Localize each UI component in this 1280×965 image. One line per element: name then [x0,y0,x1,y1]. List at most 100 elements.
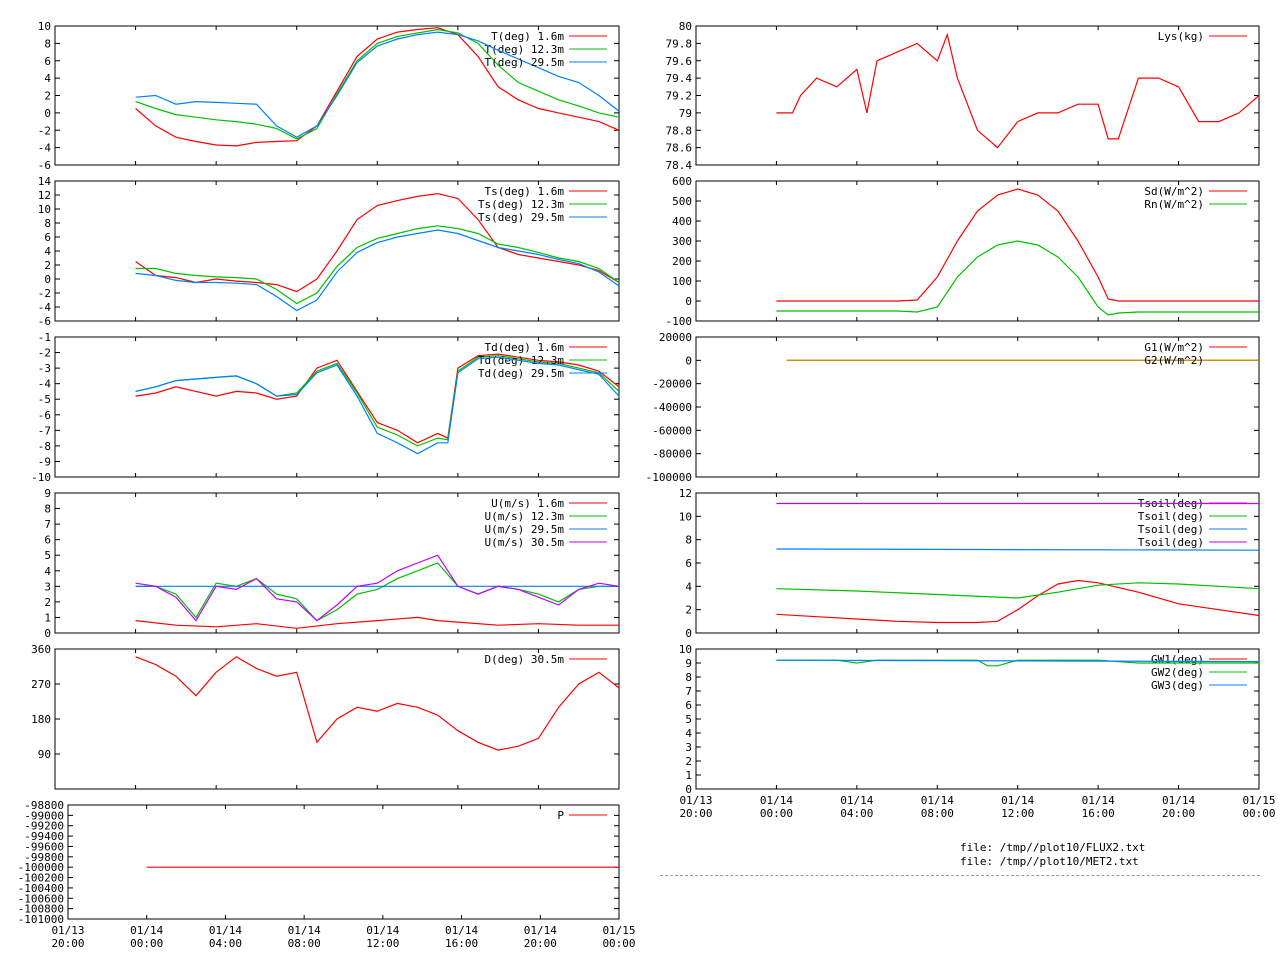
legend-label: U(m/s) 29.5m [485,523,565,536]
y-tick-label: 4 [44,565,51,578]
x-tick-label-time: 20:00 [51,937,84,950]
y-tick-label: 4 [44,72,51,85]
y-tick-label: -10 [31,471,51,484]
x-tick-label-time: 20:00 [1162,807,1195,820]
y-tick-label: 7 [44,518,51,531]
y-tick-label: 9 [685,657,692,670]
legend-label: GW3(deg) [1151,679,1204,692]
x-tick-label-date: 01/14 [366,924,399,937]
y-tick-label: -2 [38,287,51,300]
y-tick-label: 3 [685,741,692,754]
legend-label: U(m/s) 1.6m [491,497,564,510]
y-tick-label: 6 [685,557,692,570]
chart-pressure: -101000-100800-100600-100400-100200-1000… [18,799,636,950]
y-tick-label: 78.8 [666,124,693,137]
y-tick-label: -99800 [24,851,64,864]
x-tick-label-date: 01/15 [1242,794,1275,807]
series-line [135,356,620,455]
legend-label: Tsoil(deg) [1138,523,1204,536]
chart-soil-temp: 121086420Tsoil(deg)Tsoil(deg)Tsoil(deg)T… [679,487,1260,640]
legend-label: Tsoil(deg) [1138,510,1204,523]
y-tick-label: 600 [672,175,692,188]
y-tick-label: 79 [679,107,692,120]
y-tick-label: 6 [44,534,51,547]
series-line [135,229,620,312]
series-line [135,28,620,140]
chart-ground-flux: 20000 0 -20000 -40000 -60000 -80000 -100000 G1(… [646,331,1260,484]
y-tick-label: 0 [685,354,692,367]
y-tick-label: 79.2 [666,90,693,103]
legend-label: Lys(kg) [1158,30,1204,43]
y-tick-label: 3 [44,580,51,593]
y-tick-label: -100 [666,315,693,328]
legend-label: G1(W/m^2) [1144,341,1204,354]
y-tick-label: -60000 [652,424,692,437]
y-tick-label: 9 [44,487,51,500]
series-line [776,188,1259,302]
y-tick-label: -40000 [652,401,692,414]
legend-label: Rn(W/m^2) [1144,198,1204,211]
y-tick-label: 2 [685,604,692,617]
y-tick-label: 10 [38,203,51,216]
x-tick-label-time: 04:00 [840,807,873,820]
y-tick-label: -101000 [18,913,64,926]
y-tick-label: 2 [685,755,692,768]
y-tick-label: -5 [38,393,51,406]
y-tick-label: 300 [672,235,692,248]
legend-label: T(deg) 29.5m [485,56,565,69]
y-tick-label: 5 [685,713,692,726]
y-tick-label: -100400 [18,882,64,895]
y-tick-label: 8 [44,503,51,516]
y-tick-label: -100200 [18,872,64,885]
legend-label: Td(deg) 29.5m [478,367,564,380]
y-tick-label: -100800 [18,903,64,916]
legend-label: D(deg) 30.5m [485,653,565,666]
y-tick-label: 0 [44,273,51,286]
chart-radiation: 600 500 400 300 200 100 0 -100 Sd(W/m^2)Rn(W/m^2… [666,175,1260,328]
series-line [135,192,620,293]
x-tick-label-date: 01/14 [445,924,478,937]
y-tick-label: -100000 [646,471,692,484]
y-tick-label: -98800 [24,799,64,812]
legend-label: Sd(W/m^2) [1144,185,1204,198]
y-tick-label: -8 [38,440,51,453]
y-tick-label: 20000 [659,331,692,344]
chart-lysimeter: 80 79.8 79.6 79.4 79.2 79 78.8 78.6 78.4 Lys(kg) [666,20,1260,172]
y-tick-label: 6 [44,231,51,244]
chart-wind-dir: 360 270 180 90 D(deg) 30.5m [31,643,620,790]
y-tick-label: -100600 [18,892,64,905]
series-line [776,579,1260,624]
x-tick-label-time: 04:00 [209,937,242,950]
x-tick-label-date: 01/13 [51,924,84,937]
y-tick-label: -100000 [18,861,64,874]
y-tick-label: -6 [38,159,51,172]
x-tick-label-date: 01/14 [130,924,163,937]
x-tick-label-date: 01/13 [679,794,712,807]
x-tick-label-time: 20:00 [679,807,712,820]
y-tick-label: -99000 [24,809,64,822]
y-tick-label: -3 [38,362,51,375]
series-line [135,562,619,622]
legend-label: Td(deg) 1.6m [485,341,565,354]
y-tick-label: 0 [44,627,51,640]
y-tick-label: -99400 [24,830,64,843]
legend-label: G2(W/m^2) [1144,354,1204,367]
y-tick-label: 79.4 [666,72,693,85]
y-tick-label: 0 [44,107,51,120]
plot-frame [54,492,620,634]
y-tick-label: 79.6 [666,55,693,68]
x-tick-label-time: 16:00 [445,937,478,950]
y-tick-label: 8 [685,671,692,684]
legend-label: Ts(deg) 1.6m [485,185,565,198]
y-tick-label: -99200 [24,820,64,833]
x-tick-label-date: 01/14 [1162,794,1195,807]
y-tick-label: -20000 [652,378,692,391]
y-tick-label: -2 [38,347,51,360]
series-line [776,659,1260,663]
y-tick-label: 270 [31,678,51,691]
x-tick-label-date: 01/14 [1001,794,1034,807]
